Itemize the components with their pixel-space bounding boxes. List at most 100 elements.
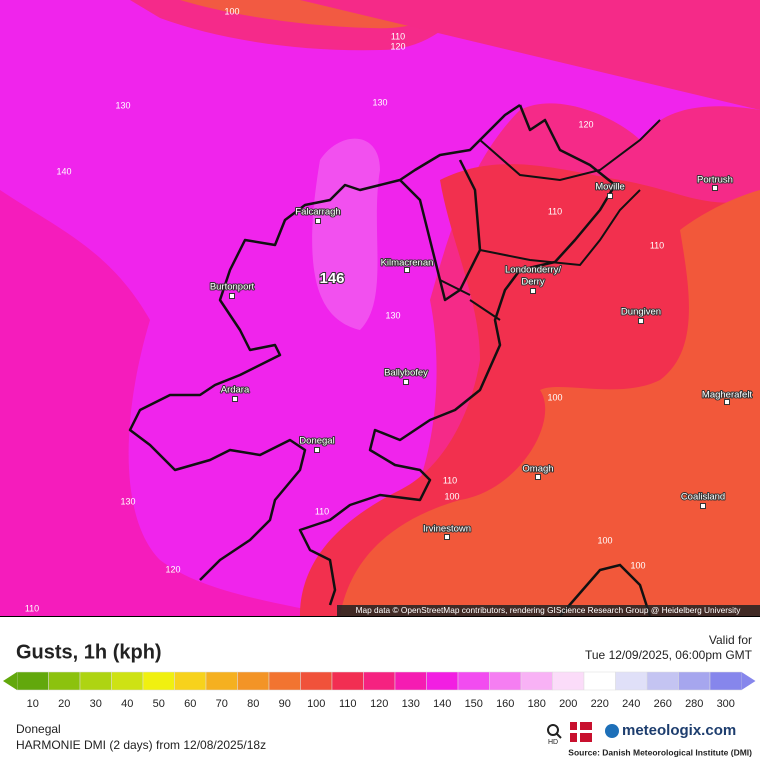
contour-label: 140 <box>56 166 71 176</box>
contour-label: 110 <box>391 31 405 41</box>
place-marker <box>530 288 536 294</box>
legend-swatch <box>16 671 49 691</box>
contour-label: 110 <box>548 206 562 216</box>
legend-value: 20 <box>58 698 70 710</box>
legend-value: 40 <box>121 698 133 710</box>
legend-swatch <box>237 671 270 691</box>
source: Source: Danish Meteorological Institute … <box>568 747 752 757</box>
contour-label: 130 <box>120 496 135 506</box>
legend-value: 50 <box>153 698 165 710</box>
coastline <box>128 103 617 606</box>
legend-swatch <box>142 671 175 691</box>
legend-value: 150 <box>465 698 483 710</box>
place-name: Coalisland <box>681 492 725 503</box>
legend-value: 80 <box>247 698 259 710</box>
legend: 10 20 30 40 50 60 70 80 90 100 110 120 130 140 150 160 1… <box>3 671 756 710</box>
place-name: Kilmacrenan <box>381 258 434 269</box>
legend-swatch <box>457 671 490 691</box>
legend-swatch <box>646 671 679 691</box>
legend-swatch <box>268 671 301 691</box>
field-100 <box>340 190 760 616</box>
brand-icon[interactable] <box>605 724 619 738</box>
contour-label: 110 <box>650 240 664 250</box>
place-name: Omagh <box>522 464 553 475</box>
contour-label: 100 <box>547 392 562 402</box>
place-name: Portrush <box>697 175 733 186</box>
legend-swatch <box>520 671 553 691</box>
legend-value: 140 <box>433 698 451 710</box>
legend-value: 70 <box>216 698 228 710</box>
legend-value: 180 <box>528 698 546 710</box>
contour-label: 110 <box>315 506 329 516</box>
legend-swatch <box>300 671 333 691</box>
place-marker <box>403 379 409 385</box>
legend-swatch <box>552 671 585 691</box>
place-name: Dungiven <box>621 307 661 318</box>
flag <box>570 722 592 742</box>
legend-value: 260 <box>654 698 672 710</box>
contour-label: 100 <box>224 6 239 16</box>
contour-label: 110 <box>25 603 39 613</box>
brand[interactable]: meteologix.com <box>622 722 736 739</box>
contour-label: 130 <box>115 100 130 110</box>
legend-value: 200 <box>559 698 577 710</box>
legend-swatch <box>615 671 648 691</box>
legend-swatch <box>111 671 144 691</box>
legend-swatch <box>174 671 207 691</box>
zoom-icon[interactable] <box>547 724 559 736</box>
legend-swatch <box>709 671 742 691</box>
place-marker <box>638 318 644 324</box>
legend-value: 100 <box>307 698 325 710</box>
zoom-icon[interactable] <box>556 733 562 739</box>
contour-label: 130 <box>385 310 400 320</box>
place-name: Londonderry/ <box>505 265 561 276</box>
border <box>439 119 661 321</box>
contour-label: 100 <box>597 535 612 545</box>
legend-swatch <box>583 671 616 691</box>
legend-value: 60 <box>184 698 196 710</box>
place-name: Ardara <box>221 385 250 396</box>
legend-arrow-low <box>3 672 17 690</box>
legend-swatch <box>79 671 112 691</box>
place-marker <box>232 396 238 402</box>
location: Donegal <box>16 722 61 736</box>
valid-label: Valid for <box>709 633 752 647</box>
contour-label: 110 <box>443 475 457 485</box>
coastline <box>559 563 652 617</box>
contour-label: 100 <box>444 491 459 501</box>
place-marker <box>724 399 730 405</box>
field-150 <box>312 138 380 330</box>
place-marker <box>444 534 450 540</box>
legend-value: 30 <box>90 698 102 710</box>
legend-value: 240 <box>622 698 640 710</box>
contour-label: 100 <box>630 560 645 570</box>
legend-swatch <box>489 671 522 691</box>
legend-swatch <box>426 671 459 691</box>
peak-value: 146 <box>319 270 344 287</box>
valid-time: Tue 12/09/2025, 06:00pm GMT <box>585 648 753 662</box>
field-130 <box>0 190 340 616</box>
place-name: Irvinestown <box>423 524 471 535</box>
place-marker <box>607 193 613 199</box>
contour-label: 120 <box>578 119 593 129</box>
attribution: Map data © OpenStreetMap contributors, r… <box>356 605 742 615</box>
model: HARMONIE DMI (2 days) from 12/08/2025/18… <box>16 738 266 752</box>
legend-swatch <box>205 671 238 691</box>
legend-swatch <box>394 671 427 691</box>
contour-label: 120 <box>390 41 405 51</box>
place-name: Donegal <box>299 436 334 447</box>
legend-swatch <box>48 671 81 691</box>
legend-value: 110 <box>339 698 357 710</box>
hd-zoom[interactable]: HD <box>547 724 562 746</box>
legend-swatch <box>678 671 711 691</box>
legend-value: 130 <box>402 698 420 710</box>
flag-cross <box>570 730 592 733</box>
legend-swatch <box>331 671 364 691</box>
hd-label[interactable]: HD <box>548 739 558 746</box>
legend-value: 120 <box>370 698 388 710</box>
place-name: Falcarragh <box>295 207 340 218</box>
legend-value: 220 <box>591 698 609 710</box>
